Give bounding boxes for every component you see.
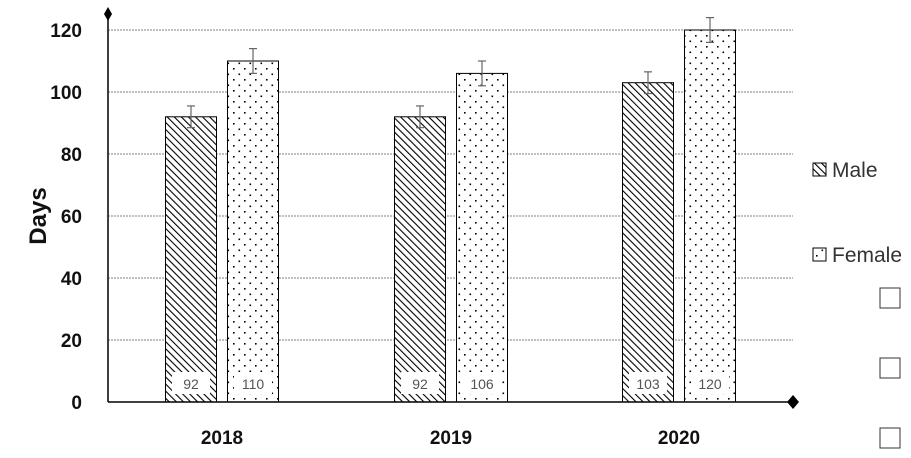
x-tick-label: 2019 (430, 428, 472, 449)
legend-empty-box (879, 427, 901, 449)
bar-male (165, 116, 217, 403)
y-tick-label: 0 (71, 393, 82, 414)
data-label-box (234, 372, 272, 394)
legend-label-female: Female (832, 244, 902, 267)
legend-empty-box (879, 287, 901, 309)
bar-male (394, 116, 446, 403)
data-label-box (463, 372, 501, 394)
bar-female (456, 72, 508, 403)
data-label: 120 (698, 376, 722, 392)
y-tick-label: 20 (61, 331, 82, 352)
y-tick-label: 80 (61, 145, 82, 166)
data-label-box (629, 372, 667, 394)
x-axis-arrow (787, 395, 799, 409)
labels: 0 20 40 60 80 100 120 Days 92 110 2018 92 106 2019 103… (25, 21, 729, 449)
x-tick-label: 2020 (658, 428, 700, 449)
data-label-box (401, 372, 439, 394)
data-label: 110 (242, 376, 265, 392)
y-tick-label: 100 (50, 83, 82, 104)
data-label: 92 (183, 376, 199, 392)
y-axis-title: Days (25, 187, 52, 244)
legend-swatch-female (812, 247, 827, 262)
y-axis-arrow (104, 7, 112, 21)
legend-label-male: Male (832, 159, 878, 182)
y-tick-label: 60 (61, 207, 82, 228)
y-tick-label: 40 (61, 269, 82, 290)
data-label: 106 (470, 376, 494, 392)
x-tick-label: 2018 (201, 428, 243, 449)
legend-empty-box (879, 357, 901, 379)
data-label: 92 (412, 376, 428, 392)
axes (104, 7, 799, 409)
data-label: 103 (636, 376, 660, 392)
data-label-box (691, 372, 729, 394)
gridlines (108, 29, 793, 341)
bar-female (227, 60, 279, 403)
legend: Male Female (812, 159, 902, 449)
legend-swatch-male (812, 162, 827, 177)
bar-male (622, 82, 674, 403)
y-tick-label: 120 (50, 21, 82, 42)
bar-female (684, 29, 736, 403)
bars (165, 17, 736, 403)
data-label-box (172, 372, 210, 394)
